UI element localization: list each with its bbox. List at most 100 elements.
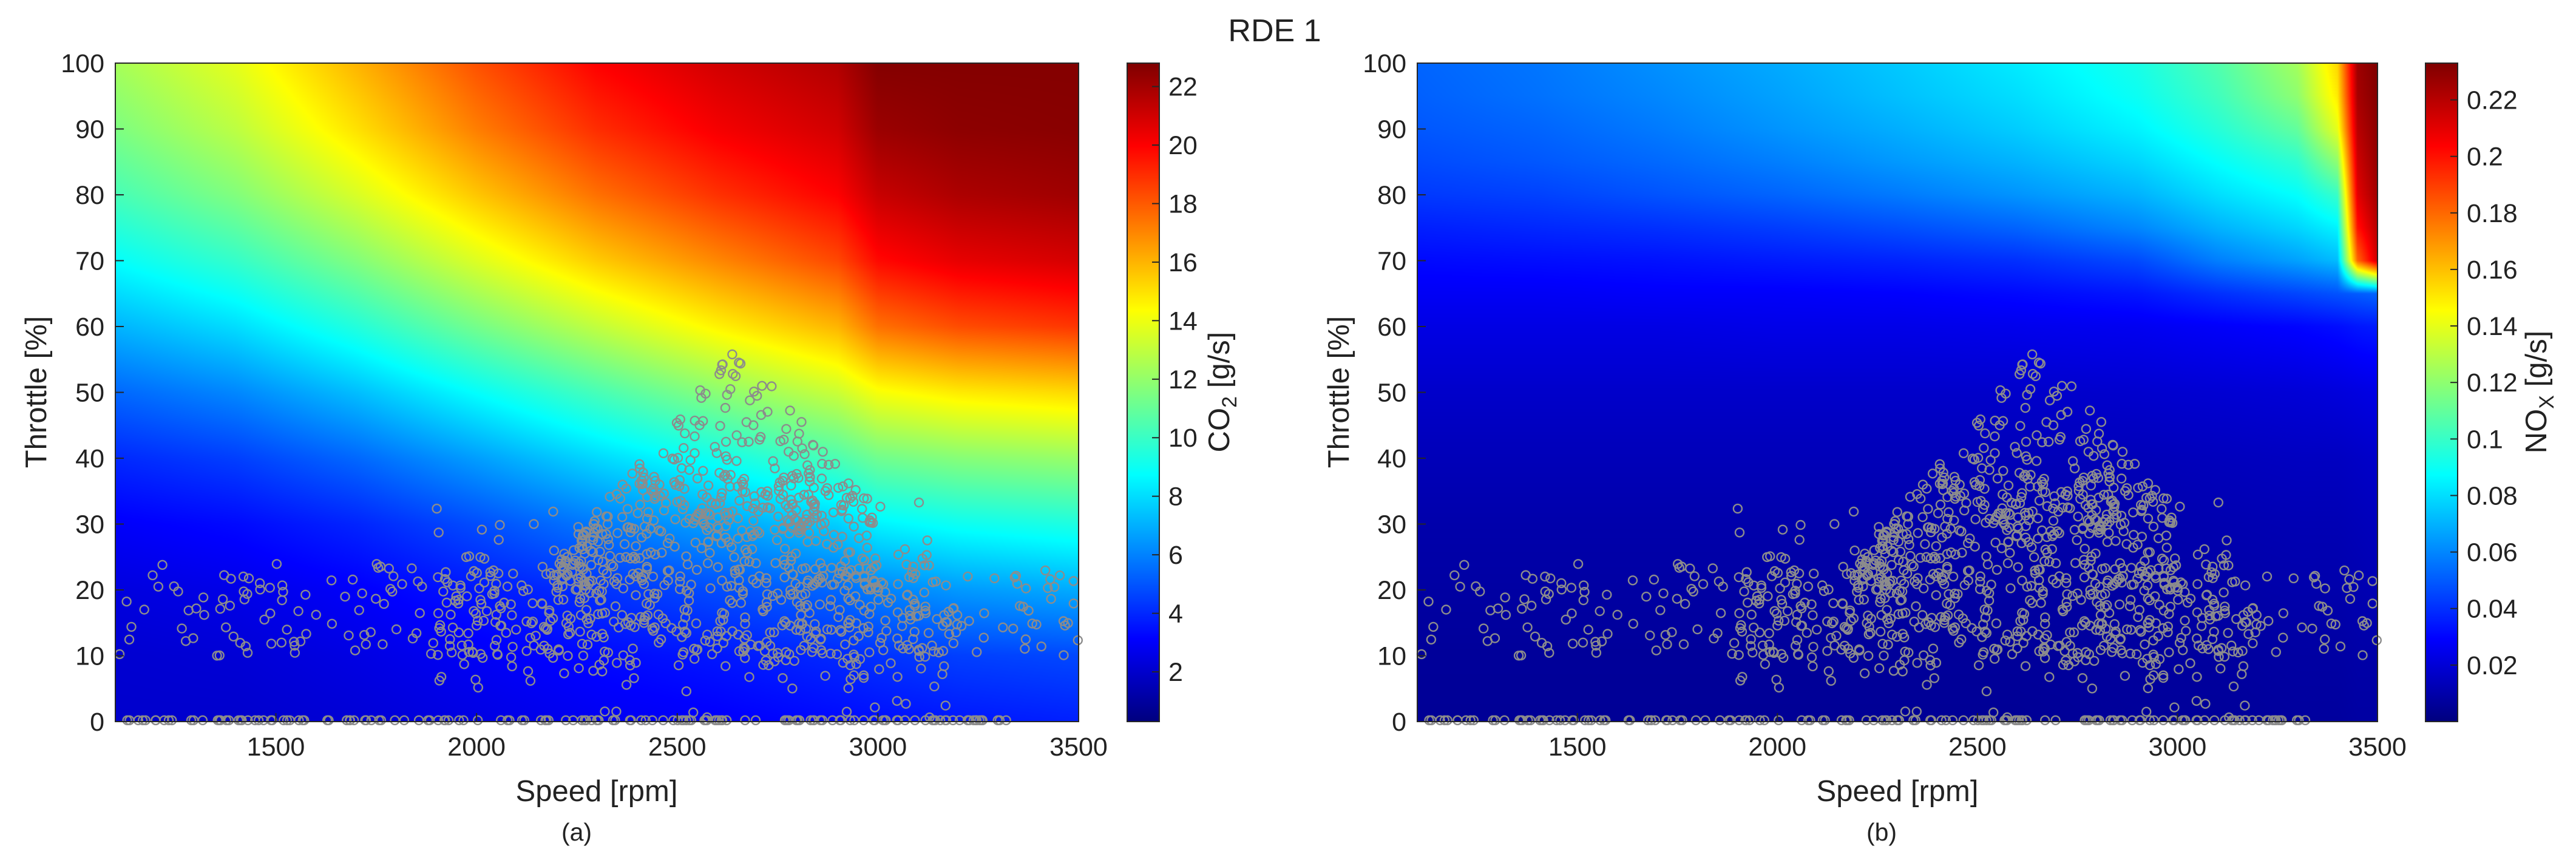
operating-point bbox=[1490, 715, 1500, 726]
operating-point bbox=[490, 640, 500, 651]
operating-point bbox=[1736, 620, 1746, 631]
operating-point bbox=[904, 611, 915, 621]
operating-point bbox=[2070, 558, 2081, 568]
operating-point bbox=[2135, 715, 2146, 726]
operating-point bbox=[2181, 626, 2191, 636]
operating-point bbox=[1058, 616, 1069, 626]
operating-point bbox=[956, 621, 967, 631]
operating-point bbox=[472, 615, 483, 626]
operating-point bbox=[673, 660, 684, 671]
operating-point bbox=[657, 613, 668, 624]
operating-point bbox=[2214, 652, 2224, 662]
operating-point bbox=[716, 492, 727, 503]
operating-point bbox=[2003, 537, 2013, 547]
operating-point bbox=[2015, 421, 2025, 431]
operating-point bbox=[2117, 447, 2128, 457]
operating-point bbox=[2240, 715, 2250, 726]
operating-point bbox=[447, 622, 458, 633]
operating-point bbox=[441, 567, 451, 577]
operating-point bbox=[748, 575, 758, 585]
operating-point bbox=[904, 605, 915, 615]
operating-point bbox=[1842, 569, 1852, 580]
operating-point bbox=[1561, 614, 1571, 625]
figure-title: RDE 1 bbox=[1228, 13, 1321, 49]
operating-point bbox=[845, 547, 855, 557]
operating-point bbox=[781, 647, 791, 657]
operating-point bbox=[1915, 493, 1926, 504]
operating-point bbox=[823, 459, 834, 470]
operating-point bbox=[458, 715, 469, 726]
operating-point bbox=[2032, 430, 2042, 441]
operating-point bbox=[1944, 507, 1954, 518]
operating-point bbox=[2247, 715, 2257, 726]
operating-point bbox=[1580, 715, 1590, 726]
operating-point bbox=[495, 519, 505, 530]
operating-point bbox=[493, 535, 504, 545]
operating-point bbox=[858, 715, 869, 726]
operating-point bbox=[684, 513, 694, 524]
operating-point bbox=[1973, 660, 1984, 671]
operating-point bbox=[1441, 604, 1451, 615]
operating-point bbox=[1645, 630, 1655, 641]
operating-point bbox=[2061, 573, 2072, 583]
operating-point bbox=[738, 479, 748, 490]
operating-point bbox=[433, 527, 444, 538]
operating-point bbox=[1068, 598, 1079, 609]
operating-point bbox=[1517, 604, 1527, 614]
operating-point bbox=[2180, 587, 2190, 597]
operating-point bbox=[942, 617, 952, 628]
operating-point bbox=[388, 571, 399, 581]
operating-point bbox=[577, 638, 588, 649]
operating-point bbox=[770, 558, 781, 568]
operating-point bbox=[598, 565, 609, 575]
operating-point bbox=[413, 715, 424, 726]
operating-point bbox=[541, 569, 552, 580]
operating-point bbox=[919, 587, 930, 598]
operating-point bbox=[1792, 609, 1803, 620]
operating-point bbox=[508, 569, 518, 579]
operating-point bbox=[1757, 640, 1768, 651]
operating-point bbox=[2079, 616, 2090, 626]
operating-point bbox=[2080, 499, 2091, 510]
operating-point bbox=[757, 381, 767, 391]
operating-point bbox=[1849, 545, 1860, 556]
operating-point bbox=[748, 503, 758, 514]
operating-point bbox=[2039, 556, 2050, 566]
operating-point bbox=[2050, 715, 2061, 726]
operating-point bbox=[666, 623, 677, 634]
operating-point bbox=[892, 633, 903, 644]
operating-point bbox=[843, 478, 854, 489]
operating-point bbox=[615, 493, 626, 504]
operating-point bbox=[597, 629, 608, 639]
operating-point bbox=[2021, 510, 2031, 521]
panel-b: 1500 2000 2500 3000 3500 0102030405060708090… bbox=[1323, 49, 2558, 846]
operating-point bbox=[1775, 583, 1785, 594]
operating-point bbox=[183, 605, 194, 615]
operating-point bbox=[2048, 575, 2058, 585]
operating-point bbox=[1544, 648, 1554, 658]
colorbar-tick-label: 0.14 bbox=[2467, 312, 2518, 341]
operating-point bbox=[1591, 648, 1602, 658]
operating-point bbox=[773, 512, 784, 522]
operating-point bbox=[169, 581, 179, 592]
operating-point bbox=[691, 618, 702, 629]
colorbar-frame-b bbox=[2425, 63, 2458, 722]
operating-point bbox=[1627, 575, 1638, 586]
operating-point bbox=[1734, 527, 1745, 538]
operating-point bbox=[126, 621, 137, 632]
operating-point bbox=[1555, 715, 1565, 726]
operating-point bbox=[902, 640, 912, 651]
operating-point bbox=[2117, 577, 2127, 588]
colorbar-tick-label: 0.04 bbox=[2467, 595, 2518, 624]
operating-point bbox=[2058, 660, 2069, 670]
operating-point bbox=[767, 381, 777, 391]
operating-point bbox=[1734, 715, 1744, 726]
operating-point bbox=[612, 658, 622, 668]
operating-point bbox=[349, 715, 359, 726]
operating-point bbox=[1773, 615, 1784, 626]
operating-point bbox=[547, 652, 558, 663]
operating-point bbox=[625, 574, 635, 585]
operating-point bbox=[1984, 465, 1995, 475]
operating-point bbox=[501, 628, 511, 638]
y-tick-label: 70 bbox=[75, 247, 104, 276]
